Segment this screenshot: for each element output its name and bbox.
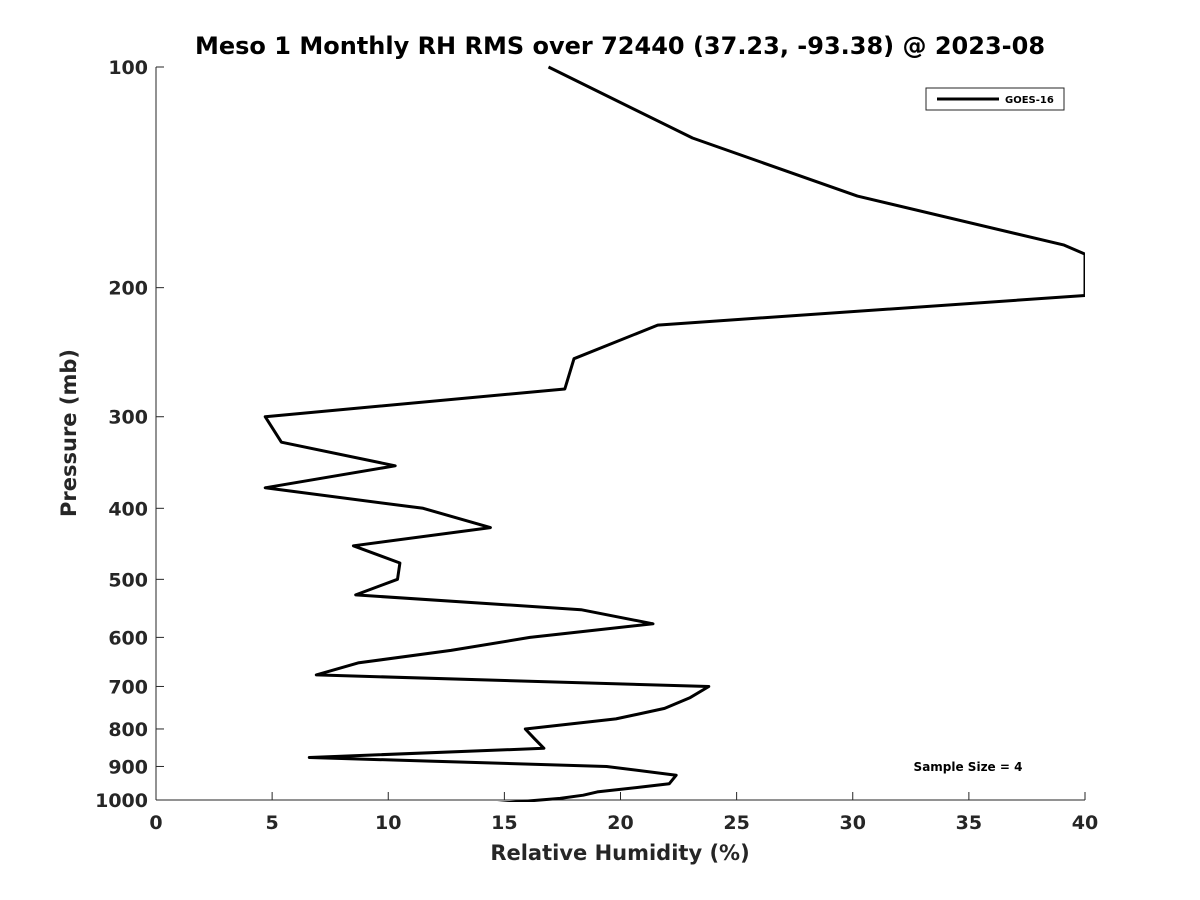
y-tick-label: 800	[108, 719, 148, 741]
x-tick-label: 20	[607, 812, 633, 834]
y-tick-label: 1000	[95, 790, 148, 812]
x-tick-label: 0	[149, 812, 162, 834]
x-tick-label: 35	[956, 812, 982, 834]
plot-area	[263, 65, 1085, 802]
x-axis-label: Relative Humidity (%)	[490, 841, 749, 865]
legend: GOES-16	[925, 87, 1065, 111]
sample-size-annotation: Sample Size = 4	[914, 760, 1023, 774]
y-tick-label: 900	[108, 756, 148, 778]
series-line-goes-16	[263, 65, 1085, 802]
x-tick-label: 10	[375, 812, 401, 834]
y-tick-label: 300	[108, 407, 148, 429]
y-tick-label: 400	[108, 498, 148, 520]
y-tick-label: 700	[108, 676, 148, 698]
y-axis-label: Pressure (mb)	[57, 349, 81, 517]
y-tick-label: 100	[108, 57, 148, 79]
legend-label: GOES-16	[1005, 95, 1054, 106]
x-tick-label: 40	[1072, 812, 1098, 834]
x-tick-label: 5	[266, 812, 279, 834]
y-tick-label: 200	[108, 278, 148, 300]
x-tick-label: 25	[723, 812, 749, 834]
x-tick-label: 15	[491, 812, 517, 834]
y-tick-label: 500	[108, 569, 148, 591]
chart-title: Meso 1 Monthly RH RMS over 72440 (37.23,…	[195, 32, 1045, 60]
axes: 0 5 10 15 20 25 30 35 40 100 200 300 400 500 600 700 800…	[95, 57, 1098, 834]
y-tick-label: 600	[108, 627, 148, 649]
x-tick-label: 30	[840, 812, 866, 834]
